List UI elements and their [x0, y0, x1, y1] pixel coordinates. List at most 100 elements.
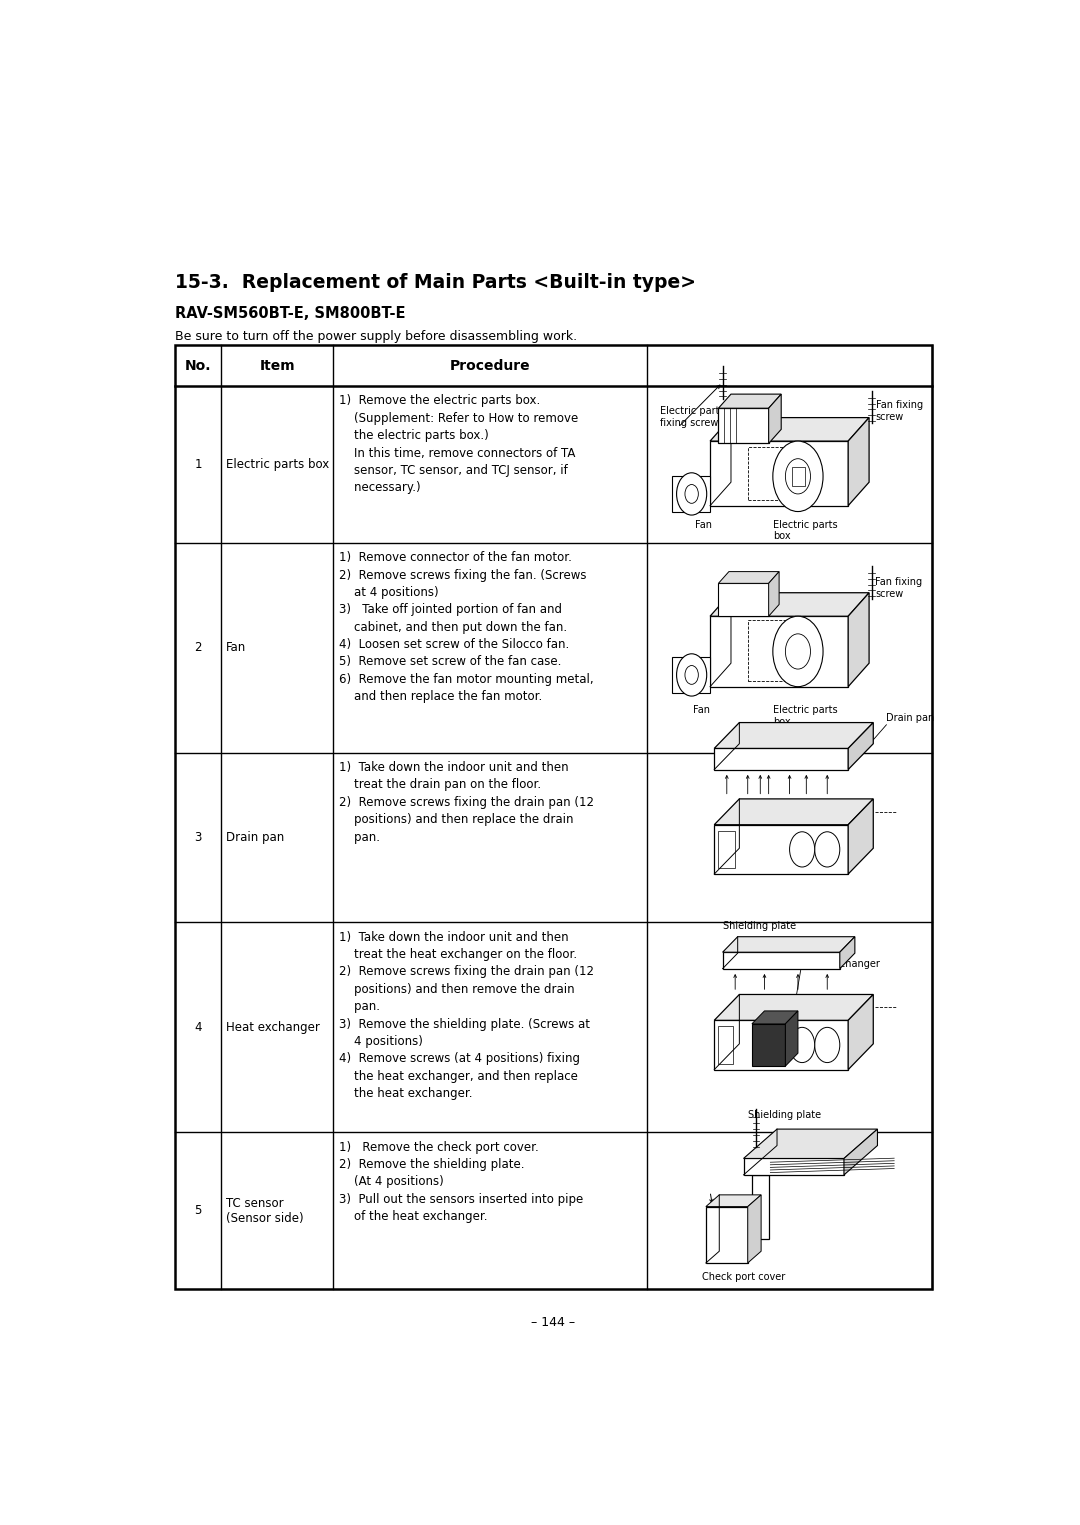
Text: of the heat exchanger.: of the heat exchanger. — [339, 1209, 488, 1223]
Text: Shielding plate: Shielding plate — [723, 921, 796, 930]
Text: 15-3.  Replacement of Main Parts <Built-in type>: 15-3. Replacement of Main Parts <Built-i… — [175, 273, 697, 293]
Text: 2: 2 — [194, 642, 202, 654]
Circle shape — [685, 665, 699, 685]
Circle shape — [676, 473, 706, 515]
Polygon shape — [710, 418, 869, 441]
Circle shape — [814, 831, 840, 868]
Text: at 4 positions): at 4 positions) — [339, 586, 438, 599]
Text: Drain pan: Drain pan — [226, 831, 284, 845]
Polygon shape — [848, 418, 869, 506]
Text: (At 4 positions): (At 4 positions) — [339, 1176, 444, 1188]
Text: 3: 3 — [194, 831, 202, 845]
Circle shape — [785, 634, 810, 669]
Text: No.: No. — [185, 358, 212, 372]
Text: positions) and then remove the drain: positions) and then remove the drain — [339, 982, 575, 996]
Polygon shape — [785, 1011, 798, 1066]
Text: Be sure to turn off the power supply before disassembling work.: Be sure to turn off the power supply bef… — [175, 329, 578, 343]
Polygon shape — [714, 749, 848, 770]
Polygon shape — [769, 572, 779, 616]
Text: Fan: Fan — [693, 706, 711, 715]
Polygon shape — [723, 952, 840, 968]
Text: 2)  Remove screws fixing the fan. (Screws: 2) Remove screws fixing the fan. (Screws — [339, 569, 586, 581]
Text: Procedure: Procedure — [450, 358, 530, 372]
Text: (Supplement: Refer to How to remove: (Supplement: Refer to How to remove — [339, 412, 579, 425]
Text: 2)  Remove screws fixing the drain pan (12: 2) Remove screws fixing the drain pan (1… — [339, 796, 594, 808]
Text: the heat exchanger, and then replace: the heat exchanger, and then replace — [339, 1069, 578, 1083]
Polygon shape — [840, 936, 855, 968]
Polygon shape — [673, 657, 710, 692]
Text: 1)   Remove the check port cover.: 1) Remove the check port cover. — [339, 1141, 539, 1153]
Polygon shape — [743, 1159, 843, 1174]
Text: RAV-SM560BT-E, SM800BT-E: RAV-SM560BT-E, SM800BT-E — [175, 307, 406, 322]
Text: 1)  Remove the electric parts box.: 1) Remove the electric parts box. — [339, 395, 540, 407]
Bar — [175, 345, 932, 1289]
Text: Electric parts box: Electric parts box — [226, 458, 328, 471]
Text: In this time, remove connectors of TA: In this time, remove connectors of TA — [339, 447, 576, 459]
Polygon shape — [848, 593, 869, 686]
Polygon shape — [714, 994, 874, 1020]
Circle shape — [773, 441, 823, 511]
Text: the electric parts box.): the electric parts box.) — [339, 429, 489, 442]
Polygon shape — [718, 584, 769, 616]
Text: sensor, TC sensor, and TCJ sensor, if: sensor, TC sensor, and TCJ sensor, if — [339, 464, 568, 477]
Polygon shape — [752, 1023, 785, 1066]
Text: 4)  Remove screws (at 4 positions) fixing: 4) Remove screws (at 4 positions) fixing — [339, 1052, 580, 1066]
Polygon shape — [673, 476, 710, 511]
Text: treat the heat exchanger on the floor.: treat the heat exchanger on the floor. — [339, 949, 578, 961]
Text: Fan fixing
screw: Fan fixing screw — [875, 578, 922, 599]
Circle shape — [685, 485, 699, 503]
Text: Fan: Fan — [696, 520, 712, 529]
Polygon shape — [714, 1020, 848, 1069]
Polygon shape — [848, 723, 874, 770]
Polygon shape — [706, 1206, 747, 1263]
Circle shape — [676, 654, 706, 695]
Text: 4: 4 — [194, 1020, 202, 1034]
Text: positions) and then replace the drain: positions) and then replace the drain — [339, 813, 573, 827]
Text: 1)  Take down the indoor unit and then: 1) Take down the indoor unit and then — [339, 930, 569, 944]
Text: Electric parts
box: Electric parts box — [773, 520, 837, 541]
Polygon shape — [718, 409, 769, 444]
Polygon shape — [718, 572, 779, 584]
Text: necessary.): necessary.) — [339, 482, 421, 494]
Text: pan.: pan. — [339, 831, 380, 843]
Text: cabinet, and then put down the fan.: cabinet, and then put down the fan. — [339, 621, 567, 634]
Text: Item: Item — [259, 358, 295, 372]
Text: Fan: Fan — [226, 642, 246, 654]
Text: Heat exchanger: Heat exchanger — [226, 1020, 320, 1034]
Circle shape — [773, 616, 823, 686]
Polygon shape — [714, 723, 874, 749]
Text: TC sensor
(Sensor side): TC sensor (Sensor side) — [226, 1197, 303, 1225]
Text: Shielding plate: Shielding plate — [747, 1110, 821, 1119]
Text: 4 positions): 4 positions) — [339, 1035, 423, 1048]
Polygon shape — [710, 441, 848, 506]
Text: 5: 5 — [194, 1205, 202, 1217]
Polygon shape — [723, 936, 855, 952]
Text: Heat exchanger: Heat exchanger — [802, 959, 880, 970]
Text: Electric parts
box: Electric parts box — [773, 706, 837, 727]
Text: 3)   Take off jointed portion of fan and: 3) Take off jointed portion of fan and — [339, 604, 563, 616]
Polygon shape — [743, 1128, 877, 1159]
Polygon shape — [710, 593, 869, 616]
Text: Check port cover: Check port cover — [702, 1272, 785, 1283]
Text: 6)  Remove the fan motor mounting metal,: 6) Remove the fan motor mounting metal, — [339, 673, 594, 686]
Polygon shape — [752, 1011, 798, 1023]
Polygon shape — [718, 393, 781, 409]
Polygon shape — [843, 1128, 877, 1174]
Polygon shape — [747, 1196, 761, 1263]
Text: 5)  Remove set screw of the fan case.: 5) Remove set screw of the fan case. — [339, 656, 562, 668]
Polygon shape — [848, 799, 874, 874]
Text: and then replace the fan motor.: and then replace the fan motor. — [339, 691, 542, 703]
Text: 2)  Remove the shielding plate.: 2) Remove the shielding plate. — [339, 1157, 525, 1171]
Circle shape — [785, 459, 810, 494]
Circle shape — [814, 1028, 840, 1063]
Polygon shape — [769, 393, 781, 444]
Text: 1)  Remove connector of the fan motor.: 1) Remove connector of the fan motor. — [339, 551, 572, 564]
Polygon shape — [710, 616, 848, 686]
Text: 4)  Loosen set screw of the Silocco fan.: 4) Loosen set screw of the Silocco fan. — [339, 637, 569, 651]
Text: Drain pan: Drain pan — [886, 712, 934, 723]
Text: 3)  Pull out the sensors inserted into pipe: 3) Pull out the sensors inserted into pi… — [339, 1193, 583, 1206]
Circle shape — [789, 831, 814, 868]
Text: 2)  Remove screws fixing the drain pan (12: 2) Remove screws fixing the drain pan (1… — [339, 965, 594, 979]
Text: Fan fixing
screw: Fan fixing screw — [876, 400, 923, 421]
Polygon shape — [714, 799, 874, 825]
